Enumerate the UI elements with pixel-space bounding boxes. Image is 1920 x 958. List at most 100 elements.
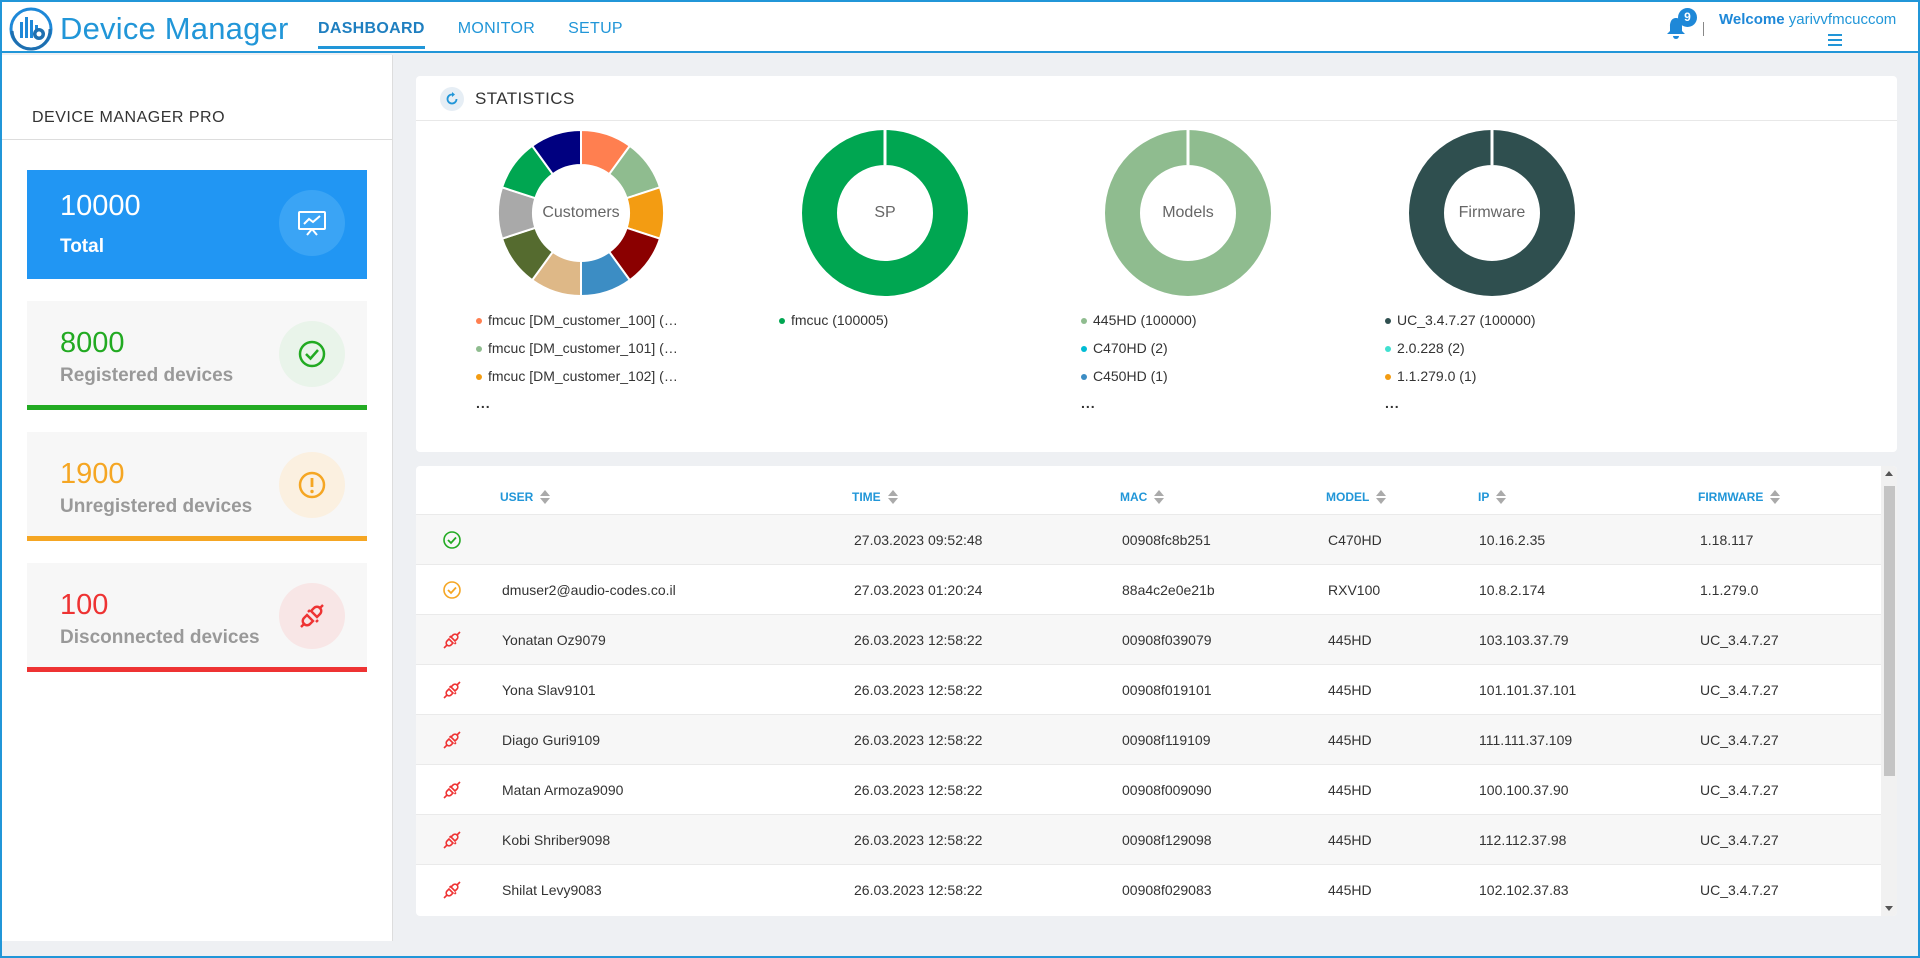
exclamation-circle-icon: [279, 452, 345, 518]
menu-button[interactable]: [1828, 34, 1842, 46]
device-manager-logo-icon: [9, 7, 53, 51]
legend-item[interactable]: C450HD (1): [1081, 368, 1197, 396]
legend-item[interactable]: 445HD (100000): [1081, 312, 1197, 340]
total-count: 10000: [60, 190, 141, 222]
legend-dot: [779, 318, 785, 324]
sp-donut-chart[interactable]: SP: [802, 130, 968, 296]
sort-icon[interactable]: [887, 490, 898, 504]
firmware-legend: UC_3.4.7.27 (100000) 2.0.228 (2) 1.1.279.0…: [1385, 312, 1536, 410]
column-header-mac[interactable]: MAC: [1120, 490, 1165, 504]
legend-text: fmcuc [DM_customer_100] (…: [488, 312, 678, 328]
legend-item[interactable]: fmcuc [DM_customer_102] (…: [476, 368, 678, 396]
sidebar-title: DEVICE MANAGER PRO: [32, 109, 226, 126]
legend-dot: [476, 346, 482, 352]
table-row[interactable]: dmuser2@audio-codes.co.il 27.03.2023 01:2…: [416, 564, 1881, 614]
cell-ip: 10.8.2.174: [1479, 582, 1546, 598]
sort-icon[interactable]: [1496, 490, 1507, 504]
scroll-down-icon[interactable]: [1885, 906, 1893, 911]
disconnected-status-icon: [442, 730, 462, 750]
cell-user: Yona Slav9101: [502, 682, 596, 698]
header-divider: [1703, 22, 1704, 36]
customers-chart-label: Customers: [542, 204, 620, 221]
table-row[interactable]: Shilat Levy9083 26.03.2023 12:58:22 00908f…: [416, 864, 1881, 914]
column-header-time[interactable]: TIME: [852, 490, 898, 504]
app-logo[interactable]: Device Manager: [8, 6, 289, 52]
cell-time: 26.03.2023 12:58:22: [854, 732, 983, 748]
legend-item[interactable]: UC_3.4.7.27 (100000): [1385, 312, 1536, 340]
customers-donut-chart[interactable]: Customers: [498, 130, 664, 296]
registered-devices-card[interactable]: 8000 Registered devices: [27, 301, 367, 410]
cell-user: Diago Guri9109: [502, 732, 601, 748]
cell-time: 26.03.2023 12:58:22: [854, 682, 983, 698]
column-header-label: USER: [500, 490, 534, 504]
sort-icon[interactable]: [1376, 490, 1387, 504]
cell-model: 445HD: [1328, 882, 1372, 898]
sort-icon[interactable]: [540, 490, 551, 504]
disconnected-label: Disconnected devices: [60, 627, 260, 648]
refresh-icon[interactable]: [440, 87, 464, 111]
table-scrollbar[interactable]: [1881, 466, 1897, 916]
welcome-text: Welcome yarivvfmcuccom: [1719, 11, 1896, 28]
legend-more[interactable]: ...: [1081, 395, 1096, 411]
cell-mac: 00908f129098: [1122, 832, 1212, 848]
cell-ip: 103.103.37.79: [1479, 632, 1569, 648]
table-row[interactable]: Yona Slav9101 26.03.2023 12:58:22 00908f01…: [416, 664, 1881, 714]
scroll-thumb[interactable]: [1884, 486, 1895, 776]
models-donut-chart[interactable]: Models: [1105, 130, 1271, 296]
cell-user: dmuser2@audio-codes.co.il: [502, 582, 676, 598]
statistics-header: STATISTICS: [416, 76, 1897, 121]
table-row[interactable]: Diago Guri9109 26.03.2023 12:58:22 00908f1…: [416, 714, 1881, 764]
cell-firmware: UC_3.4.7.27: [1700, 632, 1779, 648]
column-header-user[interactable]: USER: [500, 490, 551, 504]
unregistered-devices-card[interactable]: 1900 Unregistered devices: [27, 432, 367, 541]
cell-model: C470HD: [1328, 532, 1382, 548]
unregistered-label: Unregistered devices: [60, 496, 253, 517]
customers-legend: fmcuc [DM_customer_100] (… fmcuc [DM_cust…: [476, 312, 678, 410]
sort-icon[interactable]: [1154, 490, 1165, 504]
legend-text: C450HD (1): [1093, 368, 1168, 384]
legend-more[interactable]: ...: [476, 395, 491, 411]
cell-model: 445HD: [1328, 832, 1372, 848]
legend-item[interactable]: C470HD (2): [1081, 340, 1197, 368]
customers-slice[interactable]: [530, 130, 582, 176]
firmware-donut-chart[interactable]: Firmware: [1409, 130, 1575, 296]
cell-mac: 00908f119109: [1122, 732, 1211, 748]
legend-item[interactable]: fmcuc [DM_customer_101] (…: [476, 340, 678, 368]
cell-mac: 88a4c2e0e21b: [1122, 582, 1215, 598]
column-header-ip[interactable]: IP: [1478, 490, 1507, 504]
legend-more[interactable]: ...: [1385, 395, 1400, 411]
registered-bar: [27, 405, 367, 410]
disconnected-devices-card[interactable]: 100 Disconnected devices: [27, 563, 367, 672]
disconnected-status-icon: [442, 680, 462, 700]
legend-item[interactable]: 2.0.228 (2): [1385, 340, 1536, 368]
scroll-up-icon[interactable]: [1885, 471, 1893, 476]
column-header-model[interactable]: MODEL: [1326, 490, 1387, 504]
tab-monitor[interactable]: MONITOR: [457, 20, 536, 37]
tab-setup[interactable]: SETUP: [568, 20, 623, 37]
table-row[interactable]: Matan Armoza9090 26.03.2023 12:58:22 00908…: [416, 764, 1881, 814]
devices-table: USER TIME MAC MODEL IP FIRMWARE 27.03.2023 09…: [416, 466, 1897, 916]
legend-item[interactable]: 1.1.279.0 (1): [1385, 368, 1536, 396]
cell-model: RXV100: [1328, 582, 1381, 598]
notifications-button[interactable]: 9: [1666, 8, 1697, 40]
cell-mac: 00908f009090: [1122, 782, 1212, 798]
cell-mac: 00908f039079: [1122, 632, 1212, 648]
total-devices-card[interactable]: 10000 Total: [27, 170, 367, 279]
disconnected-status-icon: [442, 630, 462, 650]
legend-item[interactable]: fmcuc (100005): [779, 312, 888, 340]
sort-icon[interactable]: [1770, 490, 1781, 504]
table-row[interactable]: Yonatan Oz9079 26.03.2023 12:58:22 00908f0…: [416, 614, 1881, 664]
column-header-firmware[interactable]: FIRMWARE: [1698, 490, 1781, 504]
hamburger-icon: [1828, 34, 1842, 36]
legend-text: fmcuc [DM_customer_101] (…: [488, 340, 678, 356]
disconnected-status-icon: [442, 880, 462, 900]
cell-model: 445HD: [1328, 732, 1372, 748]
table-row[interactable]: Kobi Shriber9098 26.03.2023 12:58:22 00908…: [416, 814, 1881, 864]
cell-time: 26.03.2023 12:58:22: [854, 832, 983, 848]
unregistered-status-icon: [442, 580, 462, 600]
main-nav: DASHBOARD MONITOR SETUP: [318, 2, 656, 51]
legend-item[interactable]: fmcuc [DM_customer_100] (…: [476, 312, 678, 340]
sp-chart-label: SP: [874, 204, 896, 221]
table-row[interactable]: 27.03.2023 09:52:48 00908fc8b251 C470HD 10.…: [416, 514, 1881, 564]
tab-dashboard[interactable]: DASHBOARD: [318, 2, 425, 49]
